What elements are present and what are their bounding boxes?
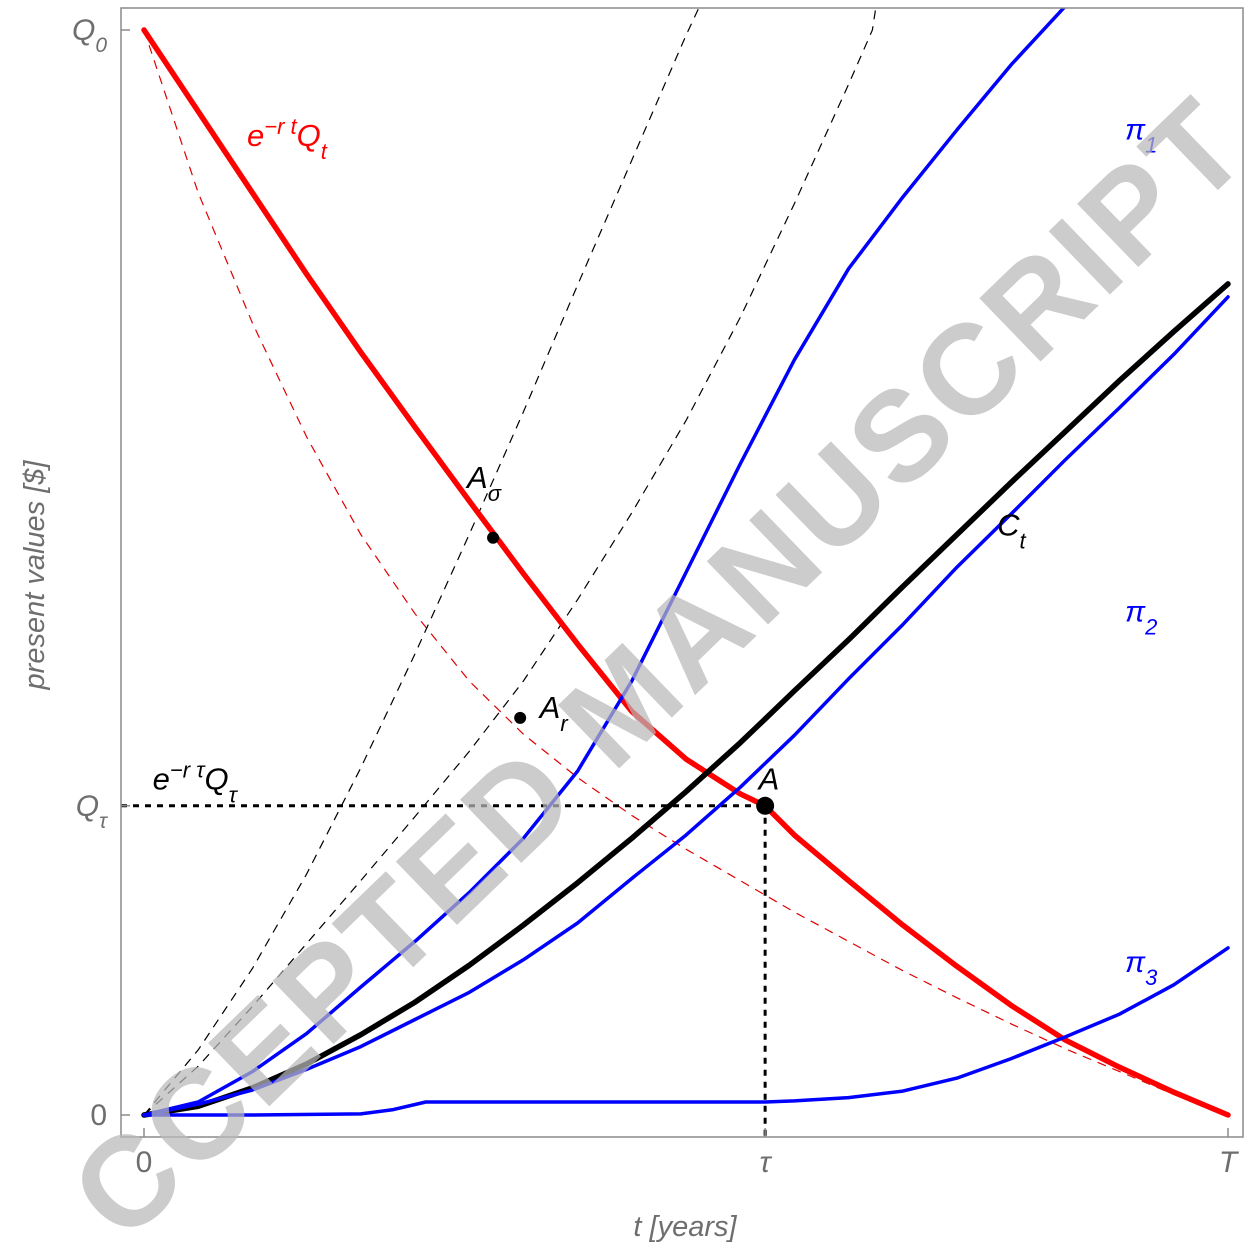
- y-axis-title: present values [$]: [19, 460, 51, 691]
- point-a: [756, 796, 775, 815]
- point-ar: [514, 711, 527, 724]
- x-tick-label: 0: [136, 1146, 153, 1179]
- dashed-curve-3: [143, 8, 877, 1116]
- series-line-2: [141, 281, 1231, 1118]
- y-tick-label: Q0: [72, 14, 107, 57]
- marks-layer: [487, 531, 775, 815]
- annotation-4: π3: [1125, 946, 1158, 990]
- y-tick-label: 0: [90, 1099, 107, 1132]
- annotation-8: A: [757, 762, 780, 797]
- point-a: [487, 531, 500, 544]
- series-line-4: [142, 295, 1230, 1117]
- series-line-1: [141, 27, 1231, 1118]
- dashed-curve-2: [143, 8, 700, 1116]
- x-axis-title: t [years]: [633, 1211, 737, 1243]
- annotation-5: Ct: [997, 508, 1026, 554]
- series-line-3: [142, 8, 1067, 1117]
- dashed-curve-1: [143, 29, 1229, 1116]
- curves-layer: [121, 8, 1231, 1137]
- annotation-3: π2: [1125, 595, 1157, 639]
- x-tick-label: T: [1219, 1146, 1240, 1179]
- plot-frame: [120, 7, 1244, 1138]
- watermark-text: CCEPTED MANUSCRIPT: [45, 71, 1252, 1249]
- y-tick-label: Qτ: [76, 790, 108, 833]
- annotation-9: e−r τQτ: [153, 757, 239, 807]
- x-tick-label: τ: [760, 1146, 773, 1179]
- series-line-5: [142, 946, 1230, 1117]
- annotation-1: e−r tQt: [247, 114, 328, 164]
